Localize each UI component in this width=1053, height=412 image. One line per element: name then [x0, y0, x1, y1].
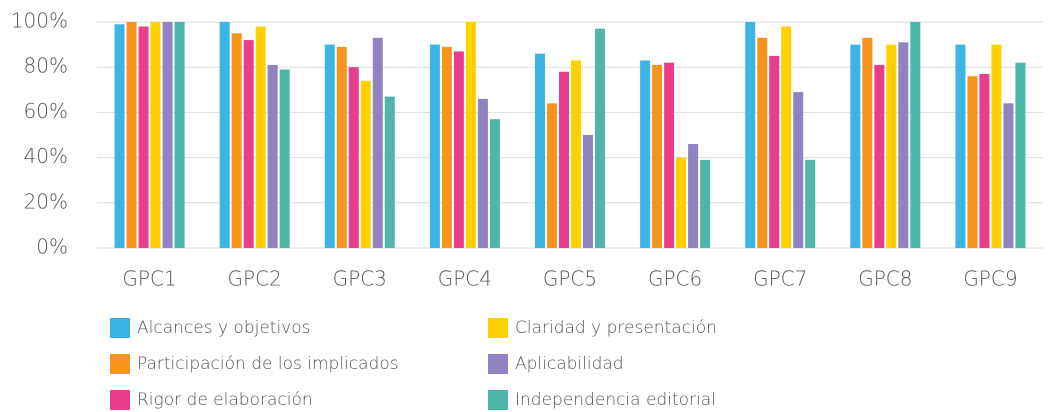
bar: [850, 44, 861, 248]
bar: [535, 53, 545, 248]
y-tick-label: 40%: [24, 144, 68, 168]
bar: [255, 26, 266, 248]
bar: [898, 42, 909, 249]
x-tick-label: GPC1: [122, 267, 176, 291]
bar: [372, 37, 383, 248]
bar: [267, 64, 278, 248]
bar: [162, 22, 173, 248]
y-tick-label: 20%: [24, 189, 68, 213]
bar: [429, 44, 440, 248]
legend-label: Rigor de elaboración: [137, 390, 313, 410]
bar: [114, 24, 125, 249]
bar: [769, 55, 780, 249]
bar: [489, 119, 500, 249]
bar: [757, 37, 768, 248]
legend-swatch: [110, 354, 130, 374]
legend-label: Alcances y objetivos: [137, 318, 311, 338]
bar: [126, 22, 137, 248]
bar: [874, 64, 885, 248]
bar: [441, 46, 452, 248]
bar: [453, 51, 464, 248]
bar: [547, 103, 557, 248]
bar: [955, 44, 966, 248]
bar: [571, 60, 581, 248]
legend-swatch: [488, 390, 508, 410]
bar: [652, 64, 663, 248]
legend-label: Participación de los implicados: [137, 354, 399, 374]
bar: [781, 26, 792, 248]
bar: [174, 22, 185, 248]
legend-label: Claridad y presentación: [515, 318, 717, 338]
bar: [676, 157, 687, 248]
bar: [664, 62, 675, 249]
bar: [138, 26, 149, 248]
y-tick-label: 0%: [36, 235, 68, 259]
bar: [150, 22, 161, 248]
x-tick-label: GPC2: [228, 267, 282, 291]
y-tick-label: 100%: [11, 9, 68, 33]
x-tick-label: GPC7: [753, 267, 807, 291]
bar: [1003, 103, 1014, 248]
bar: [559, 71, 569, 248]
bar: [862, 37, 873, 248]
bar: [279, 69, 290, 249]
legend-label: Aplicabilidad: [515, 354, 624, 374]
bar: [805, 159, 816, 248]
bar: [360, 80, 371, 248]
bar: [640, 60, 651, 248]
bar: [595, 28, 605, 249]
bar: [231, 33, 242, 248]
y-tick-label: 80%: [24, 54, 68, 78]
legend-label: Independencia editorial: [515, 390, 716, 410]
legend-swatch: [110, 390, 130, 410]
bar: [700, 159, 711, 248]
bar: [793, 92, 804, 248]
bar: [745, 22, 756, 248]
bar: [688, 144, 699, 248]
legend-swatch: [488, 318, 508, 338]
bar: [336, 46, 347, 248]
bar: [583, 135, 593, 248]
bar: [886, 44, 897, 248]
bar: [243, 40, 254, 248]
bar: [465, 22, 476, 248]
x-tick-label: GPC3: [333, 267, 387, 291]
bar: [384, 96, 395, 248]
bar: [348, 67, 359, 248]
bar: [979, 73, 990, 248]
x-tick-label: GPC5: [543, 267, 597, 291]
bar: [967, 76, 978, 249]
x-tick-label: GPC9: [963, 267, 1017, 291]
legend-swatch: [110, 318, 130, 338]
bar: [1015, 62, 1026, 249]
y-tick-label: 60%: [24, 99, 68, 123]
x-tick-label: GPC6: [648, 267, 702, 291]
bar: [991, 44, 1002, 248]
bar: [324, 44, 335, 248]
bar: [910, 22, 921, 248]
legend-swatch: [488, 354, 508, 374]
x-tick-label: GPC4: [438, 267, 492, 291]
x-tick-label: GPC8: [858, 267, 912, 291]
bar: [219, 22, 230, 248]
bar: [477, 98, 488, 248]
